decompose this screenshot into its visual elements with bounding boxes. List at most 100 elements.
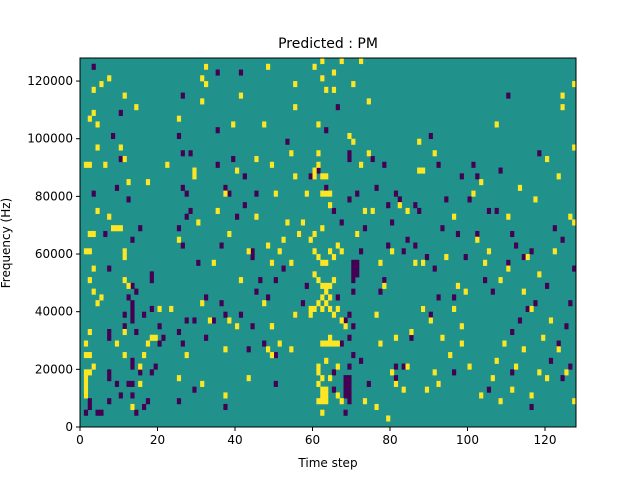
heatmap-cell-negative [211, 317, 216, 324]
heatmap-cell-negative [227, 190, 232, 197]
chart-title: Predicted : PM [278, 36, 378, 52]
heatmap-cell-positive [83, 386, 89, 393]
heatmap-cell-positive [331, 86, 337, 93]
heatmap-cell-negative [231, 156, 236, 163]
heatmap-cell-negative [355, 259, 360, 266]
heatmap-cell-negative [444, 196, 449, 203]
heatmap-cell-negative [176, 225, 182, 232]
heatmap-cell-positive [455, 282, 461, 289]
heatmap-cell-negative [138, 225, 143, 232]
heatmap-cell-negative [339, 340, 344, 347]
heatmap-cell-positive [184, 352, 189, 359]
heatmap-cell-positive [494, 357, 499, 364]
heatmap-cell-negative [510, 230, 515, 238]
heatmap-cell-positive [560, 92, 565, 99]
heatmap-cell-positive [335, 305, 340, 312]
heatmap-cell-negative [273, 277, 278, 284]
heatmap-cell-positive [537, 271, 542, 278]
heatmap-cell-positive [238, 277, 244, 284]
heatmap-cell-negative [351, 265, 356, 272]
plot-frame [79, 57, 577, 428]
heatmap-cell-positive [324, 259, 329, 266]
heatmap-cell-positive [312, 63, 317, 70]
heatmap-cell-positive [223, 190, 228, 197]
heatmap-cell-positive [107, 75, 112, 82]
heatmap-cell-positive [320, 282, 325, 289]
heatmap-cell-negative [343, 317, 348, 324]
heatmap-cell-positive [393, 380, 399, 387]
heatmap-cell-positive [293, 81, 298, 88]
heatmap-cell-negative [475, 230, 480, 238]
y-tick-label: 100000 [27, 132, 73, 146]
heatmap-cell-positive [312, 230, 317, 238]
heatmap-cell-positive [324, 357, 329, 364]
heatmap-cell-positive [421, 167, 426, 174]
heatmap-cell-negative [362, 225, 368, 232]
heatmap-cell-positive [324, 282, 329, 289]
heatmap-cell-negative [459, 173, 464, 180]
heatmap-cell-positive [529, 392, 534, 399]
heatmap-cell-positive [227, 230, 232, 238]
heatmap-cell-negative [235, 213, 240, 220]
heatmap-cell-positive [266, 63, 271, 70]
heatmap-cell-negative [545, 282, 550, 289]
heatmap-cell-positive [87, 352, 92, 359]
heatmap-cell-positive [176, 115, 182, 122]
heatmap-cell-negative [308, 173, 313, 180]
heatmap-cell-positive [339, 398, 344, 405]
heatmap-cell-positive [130, 403, 135, 411]
heatmap-cell-positive [525, 254, 530, 261]
heatmap-cell-positive [320, 398, 325, 405]
heatmap-cell-negative [498, 167, 503, 174]
heatmap-cell-positive [328, 375, 333, 382]
x-tick-label: 40 [227, 433, 242, 447]
heatmap-cell-positive [510, 386, 515, 393]
heatmap-cell-positive [122, 352, 127, 359]
heatmap-cell-negative [529, 403, 534, 411]
heatmap-cell-negative [180, 242, 185, 249]
x-axis-label: Time step [297, 456, 357, 470]
heatmap-cell-negative [304, 282, 309, 289]
heatmap-cell-positive [169, 305, 174, 312]
heatmap-cell-positive [545, 156, 550, 163]
heatmap-cell-positive [126, 179, 131, 186]
heatmap-cell-positive [122, 156, 127, 163]
heatmap-cell-positive [254, 213, 259, 220]
heatmap-cell-positive [359, 58, 364, 65]
heatmap-cell-positive [328, 334, 333, 341]
heatmap-cell-positive [552, 248, 557, 255]
heatmap-cell-positive [362, 207, 368, 214]
heatmap-cell-positive [122, 328, 127, 336]
x-tick-label: 0 [76, 433, 84, 447]
heatmap-cell-positive [475, 236, 480, 243]
heatmap-cell-positive [107, 213, 112, 220]
heatmap-cell-negative [118, 392, 123, 399]
heatmap-cell-positive [328, 305, 333, 312]
heatmap-cell-negative [254, 190, 259, 197]
heatmap-cell-positive [324, 86, 329, 93]
heatmap-cell-positive [204, 63, 209, 70]
heatmap-cell-positive [145, 340, 151, 347]
heatmap-cell-negative [355, 265, 360, 272]
heatmap-cell-positive [277, 248, 282, 255]
heatmap-cell-negative [258, 277, 263, 284]
heatmap-cell-positive [83, 392, 89, 399]
heatmap-cell-positive [339, 248, 344, 255]
heatmap-cell-positive [269, 259, 275, 266]
heatmap-cell-negative [331, 386, 337, 393]
heatmap-cell-positive [293, 104, 298, 111]
heatmap-cell-positive [91, 86, 96, 93]
heatmap-cell-negative [273, 380, 278, 387]
heatmap-cell-positive [165, 161, 170, 168]
heatmap-cell-positive [417, 138, 422, 145]
heatmap-cell-positive [196, 219, 201, 226]
heatmap-cell-positive [126, 282, 131, 289]
heatmap-cell-negative [87, 398, 92, 405]
heatmap-cell-negative [273, 352, 278, 359]
heatmap-cell-negative [176, 132, 182, 140]
heatmap-cell-positive [471, 190, 476, 197]
heatmap-cell-negative [316, 167, 321, 174]
heatmap-cell-positive [142, 352, 147, 359]
heatmap-cell-negative [114, 184, 120, 191]
heatmap-cell-positive [417, 167, 422, 174]
